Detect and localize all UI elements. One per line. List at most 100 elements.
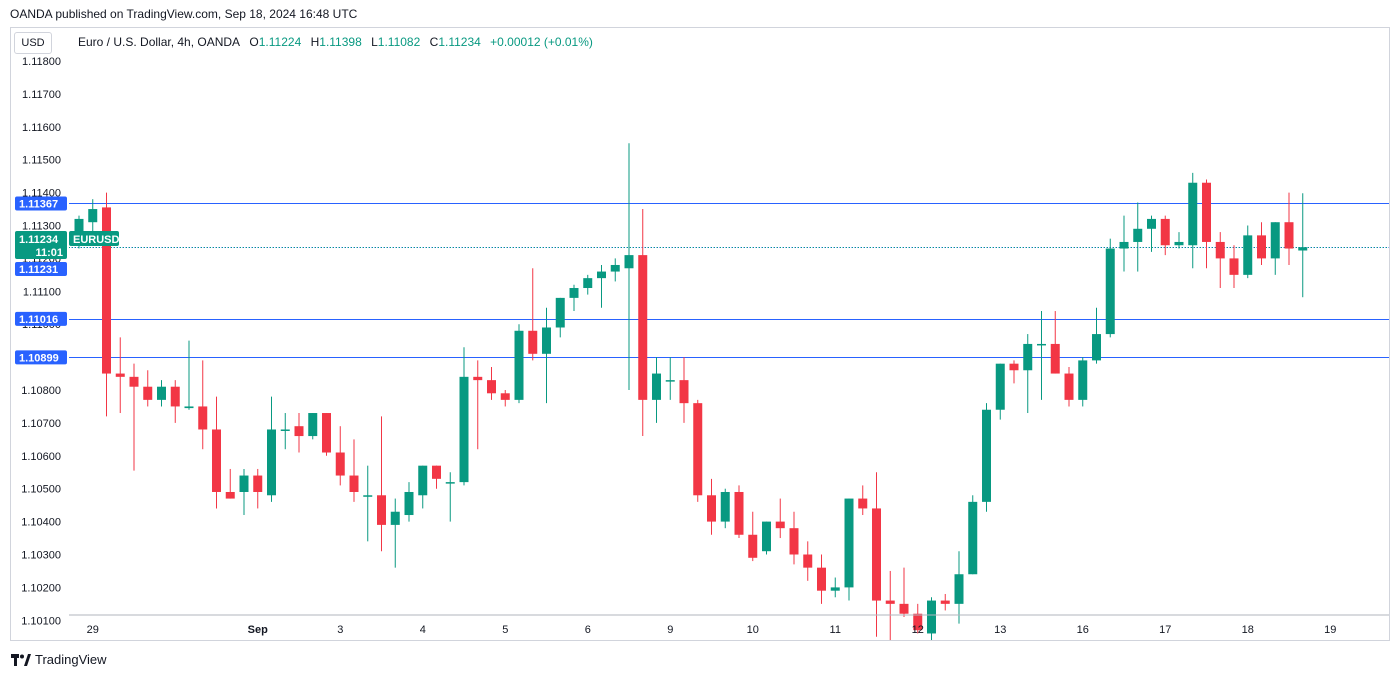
level-price-tag: 1.10899 bbox=[15, 350, 67, 365]
candle bbox=[1229, 245, 1239, 289]
level-price-tag-bg bbox=[15, 350, 67, 365]
y-tick-label: 1.11800 bbox=[22, 56, 61, 68]
candle bbox=[1050, 311, 1060, 374]
candle-body bbox=[830, 587, 840, 591]
candle bbox=[982, 403, 991, 512]
legend-open-label: O bbox=[249, 35, 259, 49]
candle bbox=[1298, 193, 1308, 298]
tradingview-logo[interactable]: TradingView bbox=[11, 652, 107, 667]
candle bbox=[377, 416, 386, 552]
candle-body bbox=[583, 278, 593, 289]
candle bbox=[212, 396, 221, 509]
legend-open: 1.11224 bbox=[258, 35, 302, 49]
candle bbox=[487, 366, 496, 400]
level-price-tag-bg bbox=[15, 311, 67, 326]
candle bbox=[1037, 311, 1046, 400]
candle-body bbox=[995, 363, 1005, 410]
candle bbox=[184, 340, 194, 410]
candle bbox=[940, 593, 950, 611]
candle-body bbox=[982, 409, 991, 502]
candle-body bbox=[762, 521, 771, 552]
candle-body bbox=[1229, 258, 1239, 275]
candle bbox=[1257, 222, 1266, 265]
candle-body bbox=[872, 508, 881, 601]
candle bbox=[390, 498, 400, 568]
chart-attribution: OANDA published on TradingView.com, Sep … bbox=[10, 7, 358, 21]
candle bbox=[322, 413, 331, 456]
candle-body bbox=[720, 491, 730, 522]
y-tick-label: 1.10500 bbox=[21, 484, 61, 496]
candle bbox=[129, 363, 139, 471]
candle bbox=[157, 380, 166, 407]
candle-body bbox=[239, 475, 249, 492]
candle-body bbox=[1078, 360, 1088, 400]
candle-body bbox=[597, 271, 606, 279]
x-tick-label: 17 bbox=[1159, 624, 1171, 636]
x-tick-label: 12 bbox=[912, 624, 924, 636]
level-price-tag-label: 1.10899 bbox=[19, 352, 59, 364]
candle-body bbox=[418, 465, 428, 496]
candle bbox=[610, 258, 620, 282]
candle-body bbox=[638, 255, 648, 400]
cursor-price-tag-label: 1.11231 bbox=[19, 264, 58, 276]
candle-body bbox=[1133, 228, 1143, 242]
candle bbox=[1092, 307, 1101, 364]
x-tick-label: Sep bbox=[248, 624, 268, 636]
candle-body bbox=[335, 452, 345, 476]
candle-body bbox=[143, 386, 153, 400]
candle-body bbox=[1174, 241, 1184, 246]
candle-body bbox=[940, 600, 950, 604]
candle-body bbox=[707, 495, 716, 522]
candle bbox=[555, 297, 565, 338]
x-tick-label: 16 bbox=[1077, 624, 1089, 636]
y-tick-label: 1.10300 bbox=[21, 550, 61, 562]
y-tick-label: 1.10700 bbox=[21, 418, 61, 430]
candle bbox=[913, 603, 923, 634]
candle-body bbox=[624, 255, 634, 269]
candle bbox=[652, 357, 661, 423]
candle bbox=[528, 268, 538, 361]
candle-body bbox=[487, 380, 496, 394]
candle bbox=[830, 577, 840, 598]
candle bbox=[899, 567, 909, 618]
candle bbox=[597, 264, 606, 308]
price-tags: 1.11367 1.11016 1.10899 1.11231 1.1123411:01… bbox=[15, 196, 120, 365]
y-tick-label: 1.11300 bbox=[22, 221, 61, 233]
candle-body bbox=[1147, 218, 1156, 229]
candle-body bbox=[514, 330, 524, 400]
candle bbox=[1119, 215, 1129, 272]
candle-body bbox=[170, 386, 180, 407]
candle-body bbox=[115, 373, 125, 377]
candle-body bbox=[817, 567, 826, 591]
candle-body bbox=[1188, 182, 1198, 246]
candle-body bbox=[1257, 235, 1266, 259]
candle bbox=[1160, 215, 1170, 256]
candle bbox=[693, 399, 703, 502]
candle bbox=[143, 370, 153, 407]
currency-selector[interactable]: USD bbox=[14, 32, 52, 54]
candle-body bbox=[473, 376, 483, 381]
candle-body bbox=[1215, 241, 1225, 259]
y-tick-label: 1.10800 bbox=[21, 385, 61, 397]
candle bbox=[500, 390, 510, 407]
candle bbox=[968, 495, 978, 575]
cursor-price-tag: 1.11231 bbox=[15, 262, 67, 276]
candle-body bbox=[1009, 363, 1019, 371]
tradingview-logo-icon bbox=[11, 653, 31, 666]
candle-body bbox=[885, 600, 895, 604]
chart-legend: Euro / U.S. Dollar, 4h, OANDA O1.11224 H… bbox=[78, 35, 593, 49]
legend-low: 1.11082 bbox=[377, 35, 421, 49]
candle bbox=[198, 360, 208, 450]
candle bbox=[872, 472, 881, 637]
candle bbox=[1133, 202, 1143, 272]
candle bbox=[115, 337, 125, 414]
candle-body bbox=[1023, 343, 1033, 371]
candle bbox=[473, 360, 483, 450]
symbol-tag-bg bbox=[69, 231, 119, 246]
candle bbox=[102, 192, 111, 417]
candle-body bbox=[927, 600, 936, 634]
candle-body bbox=[1202, 182, 1211, 242]
legend-instrument: Euro / U.S. Dollar, 4h, OANDA bbox=[78, 35, 241, 49]
candle bbox=[418, 465, 428, 509]
